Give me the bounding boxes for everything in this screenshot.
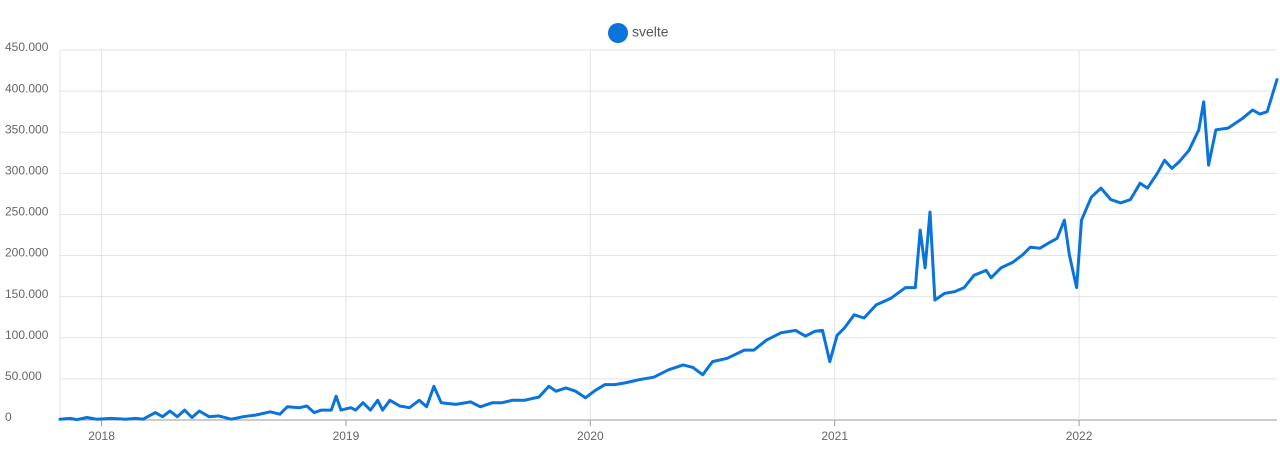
x-tick-label: 2022 (1066, 429, 1093, 443)
y-tick-label: 250.000 (5, 205, 49, 219)
y-tick-label: 400.000 (5, 81, 49, 95)
y-tick-label: 150.000 (5, 287, 49, 301)
y-tick-label: 50.000 (5, 369, 42, 383)
x-tick-label: 2019 (333, 429, 360, 443)
series-line (58, 78, 1279, 422)
x-tick-label: 2020 (577, 429, 604, 443)
legend-marker[interactable] (608, 23, 628, 43)
y-tick-label: 0 (5, 410, 12, 424)
x-tick-label: 2021 (821, 429, 848, 443)
x-tick-label: 2018 (88, 429, 115, 443)
y-tick-label: 100.000 (5, 328, 49, 342)
y-tick-label: 200.000 (5, 246, 49, 260)
y-tick-label: 450.000 (5, 40, 49, 54)
y-tick-label: 350.000 (5, 122, 49, 136)
legend-label[interactable]: svelte (632, 24, 669, 40)
y-tick-label: 300.000 (5, 164, 49, 178)
